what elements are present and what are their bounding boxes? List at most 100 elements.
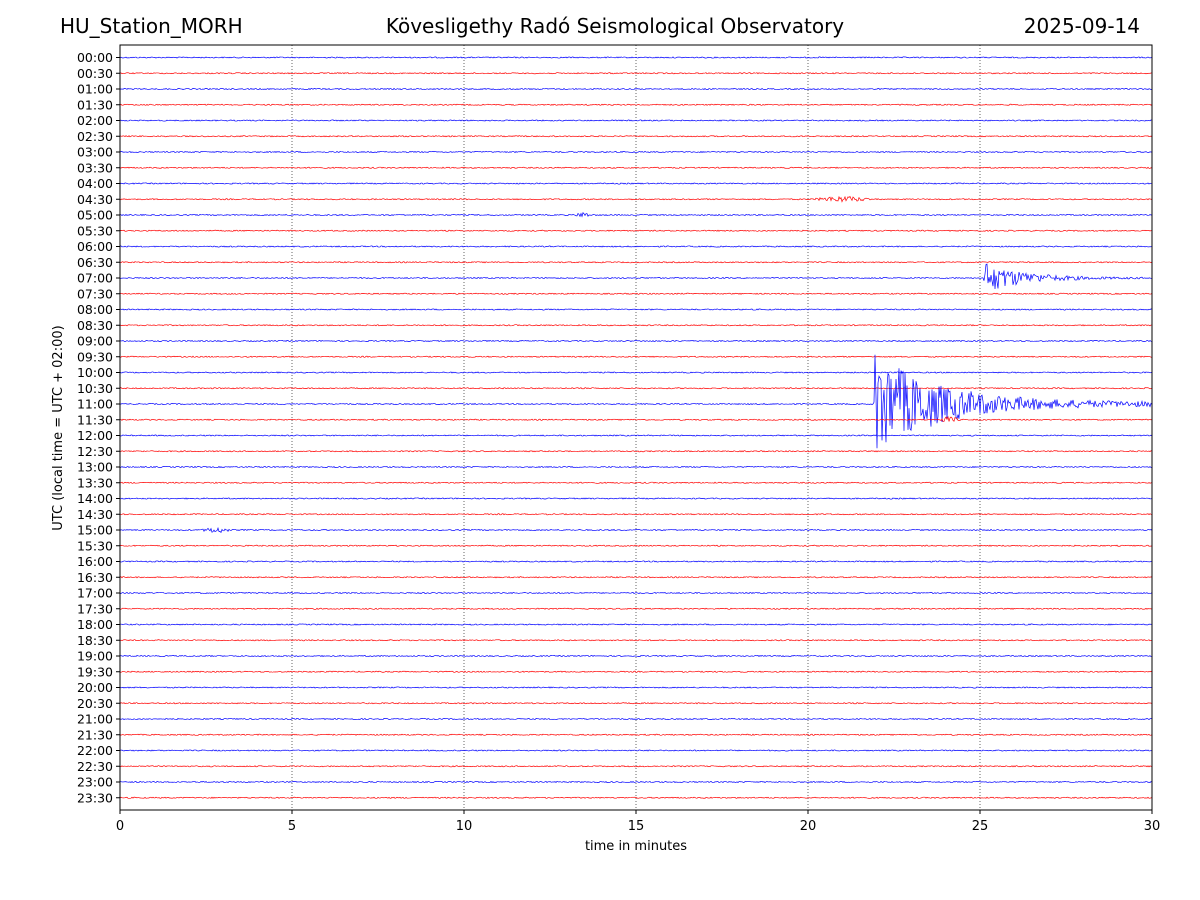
trace-1930 [119,670,1153,673]
trace-2000 [119,686,1153,689]
y-tick-label: 16:30 [77,570,113,585]
trace-1200 [119,434,1153,437]
y-tick-label: 15:30 [77,538,113,553]
trace-1630 [119,576,1153,579]
y-tick-label: 12:00 [77,428,113,443]
y-tick-label: 00:30 [77,66,113,81]
y-tick-label: 05:30 [77,223,113,238]
y-tick-label: 10:30 [77,381,113,396]
trace-2030 [119,702,1153,705]
y-tick-label: 07:00 [77,271,113,286]
trace-0330 [119,166,1153,169]
trace-0700 [119,263,1153,290]
y-tick-label: 18:30 [77,633,113,648]
trace-2100 [119,717,1153,721]
trace-0200 [119,119,1153,122]
trace-0130 [119,103,1153,106]
y-tick-label: 16:00 [77,554,113,569]
x-tick-label: 0 [116,819,124,834]
y-tick-label: 09:30 [77,349,113,364]
trace-1530 [119,544,1153,547]
trace-0230 [119,135,1153,138]
trace-0000 [119,56,1153,59]
y-tick-label: 22:00 [77,743,113,758]
y-tick-label: 02:00 [77,113,113,128]
y-tick-label: 11:00 [77,397,113,412]
trace-0930 [119,355,1153,358]
trace-1500 [119,526,1153,534]
trace-0730 [119,292,1153,295]
trace-0830 [119,324,1153,327]
y-tick-label: 08:30 [77,318,113,333]
trace-2230 [119,765,1153,768]
y-tick-label: 07:30 [77,286,113,301]
trace-1030 [119,387,1153,390]
y-tick-label: 00:00 [77,50,113,65]
y-tick-label: 14:30 [77,507,113,522]
trace-1100 [119,354,1153,449]
station-name: HU_Station_MORH [60,14,243,38]
y-tick-label: 23:00 [77,775,113,790]
y-tick-label: 15:00 [77,523,113,538]
trace-0500 [119,212,1153,218]
y-tick-label: 08:00 [77,302,113,317]
y-tick-label: 04:30 [77,192,113,207]
y-tick-label: 19:30 [77,664,113,679]
trace-0430 [119,195,1153,203]
trace-0630 [119,261,1153,264]
trace-1300 [119,465,1153,469]
x-tick-label: 5 [288,819,296,834]
y-tick-label: 05:00 [77,208,113,223]
x-tick-labels: 0 5 10 15 20 25 30 [116,810,1160,834]
x-tick-label: 25 [972,819,989,834]
trace-0030 [119,72,1153,75]
trace-1330 [119,481,1153,484]
y-tick-label: 01:30 [77,97,113,112]
trace-0800 [119,308,1153,311]
x-tick-label: 30 [1144,819,1161,834]
trace-0530 [119,229,1153,232]
trace-1130 [119,415,1153,422]
trace-1800 [119,623,1153,626]
trace-layer [119,56,1153,799]
y-tick-label: 01:00 [77,82,113,97]
y-tick-labels: 00:0000:3001:0001:3002:0002:3003:0003:30… [77,50,120,805]
trace-1400 [119,497,1153,500]
trace-0100 [119,87,1153,91]
y-tick-label: 04:00 [77,176,113,191]
y-tick-label: 20:30 [77,696,113,711]
trace-0400 [119,182,1153,185]
trace-1730 [119,607,1153,610]
x-axis-label: time in minutes [585,839,687,854]
x-tick-label: 15 [628,819,645,834]
y-tick-label: 19:00 [77,649,113,664]
trace-1830 [119,639,1153,642]
trace-2200 [119,749,1153,752]
y-tick-label: 06:00 [77,239,113,254]
trace-1430 [119,513,1153,516]
y-tick-label: 02:30 [77,129,113,144]
y-tick-label: 12:30 [77,444,113,459]
trace-1700 [119,591,1153,595]
y-tick-label: 22:30 [77,759,113,774]
y-tick-label: 09:00 [77,334,113,349]
chart-date: 2025-09-14 [1023,14,1140,38]
y-tick-label: 21:00 [77,712,113,727]
y-tick-label: 06:30 [77,255,113,270]
trace-2300 [119,780,1153,784]
y-tick-label: 17:00 [77,586,113,601]
y-tick-label: 10:00 [77,365,113,380]
y-tick-label: 03:30 [77,160,113,175]
y-tick-label: 21:30 [77,727,113,742]
y-tick-label: 14:00 [77,491,113,506]
trace-2330 [119,796,1153,799]
y-tick-label: 17:30 [77,601,113,616]
y-tick-label: 20:00 [77,680,113,695]
y-tick-label: 11:30 [77,412,113,427]
trace-0600 [119,245,1153,248]
trace-0300 [119,150,1153,154]
trace-1600 [119,560,1153,563]
y-tick-label: 13:30 [77,475,113,490]
y-tick-label: 03:00 [77,145,113,160]
